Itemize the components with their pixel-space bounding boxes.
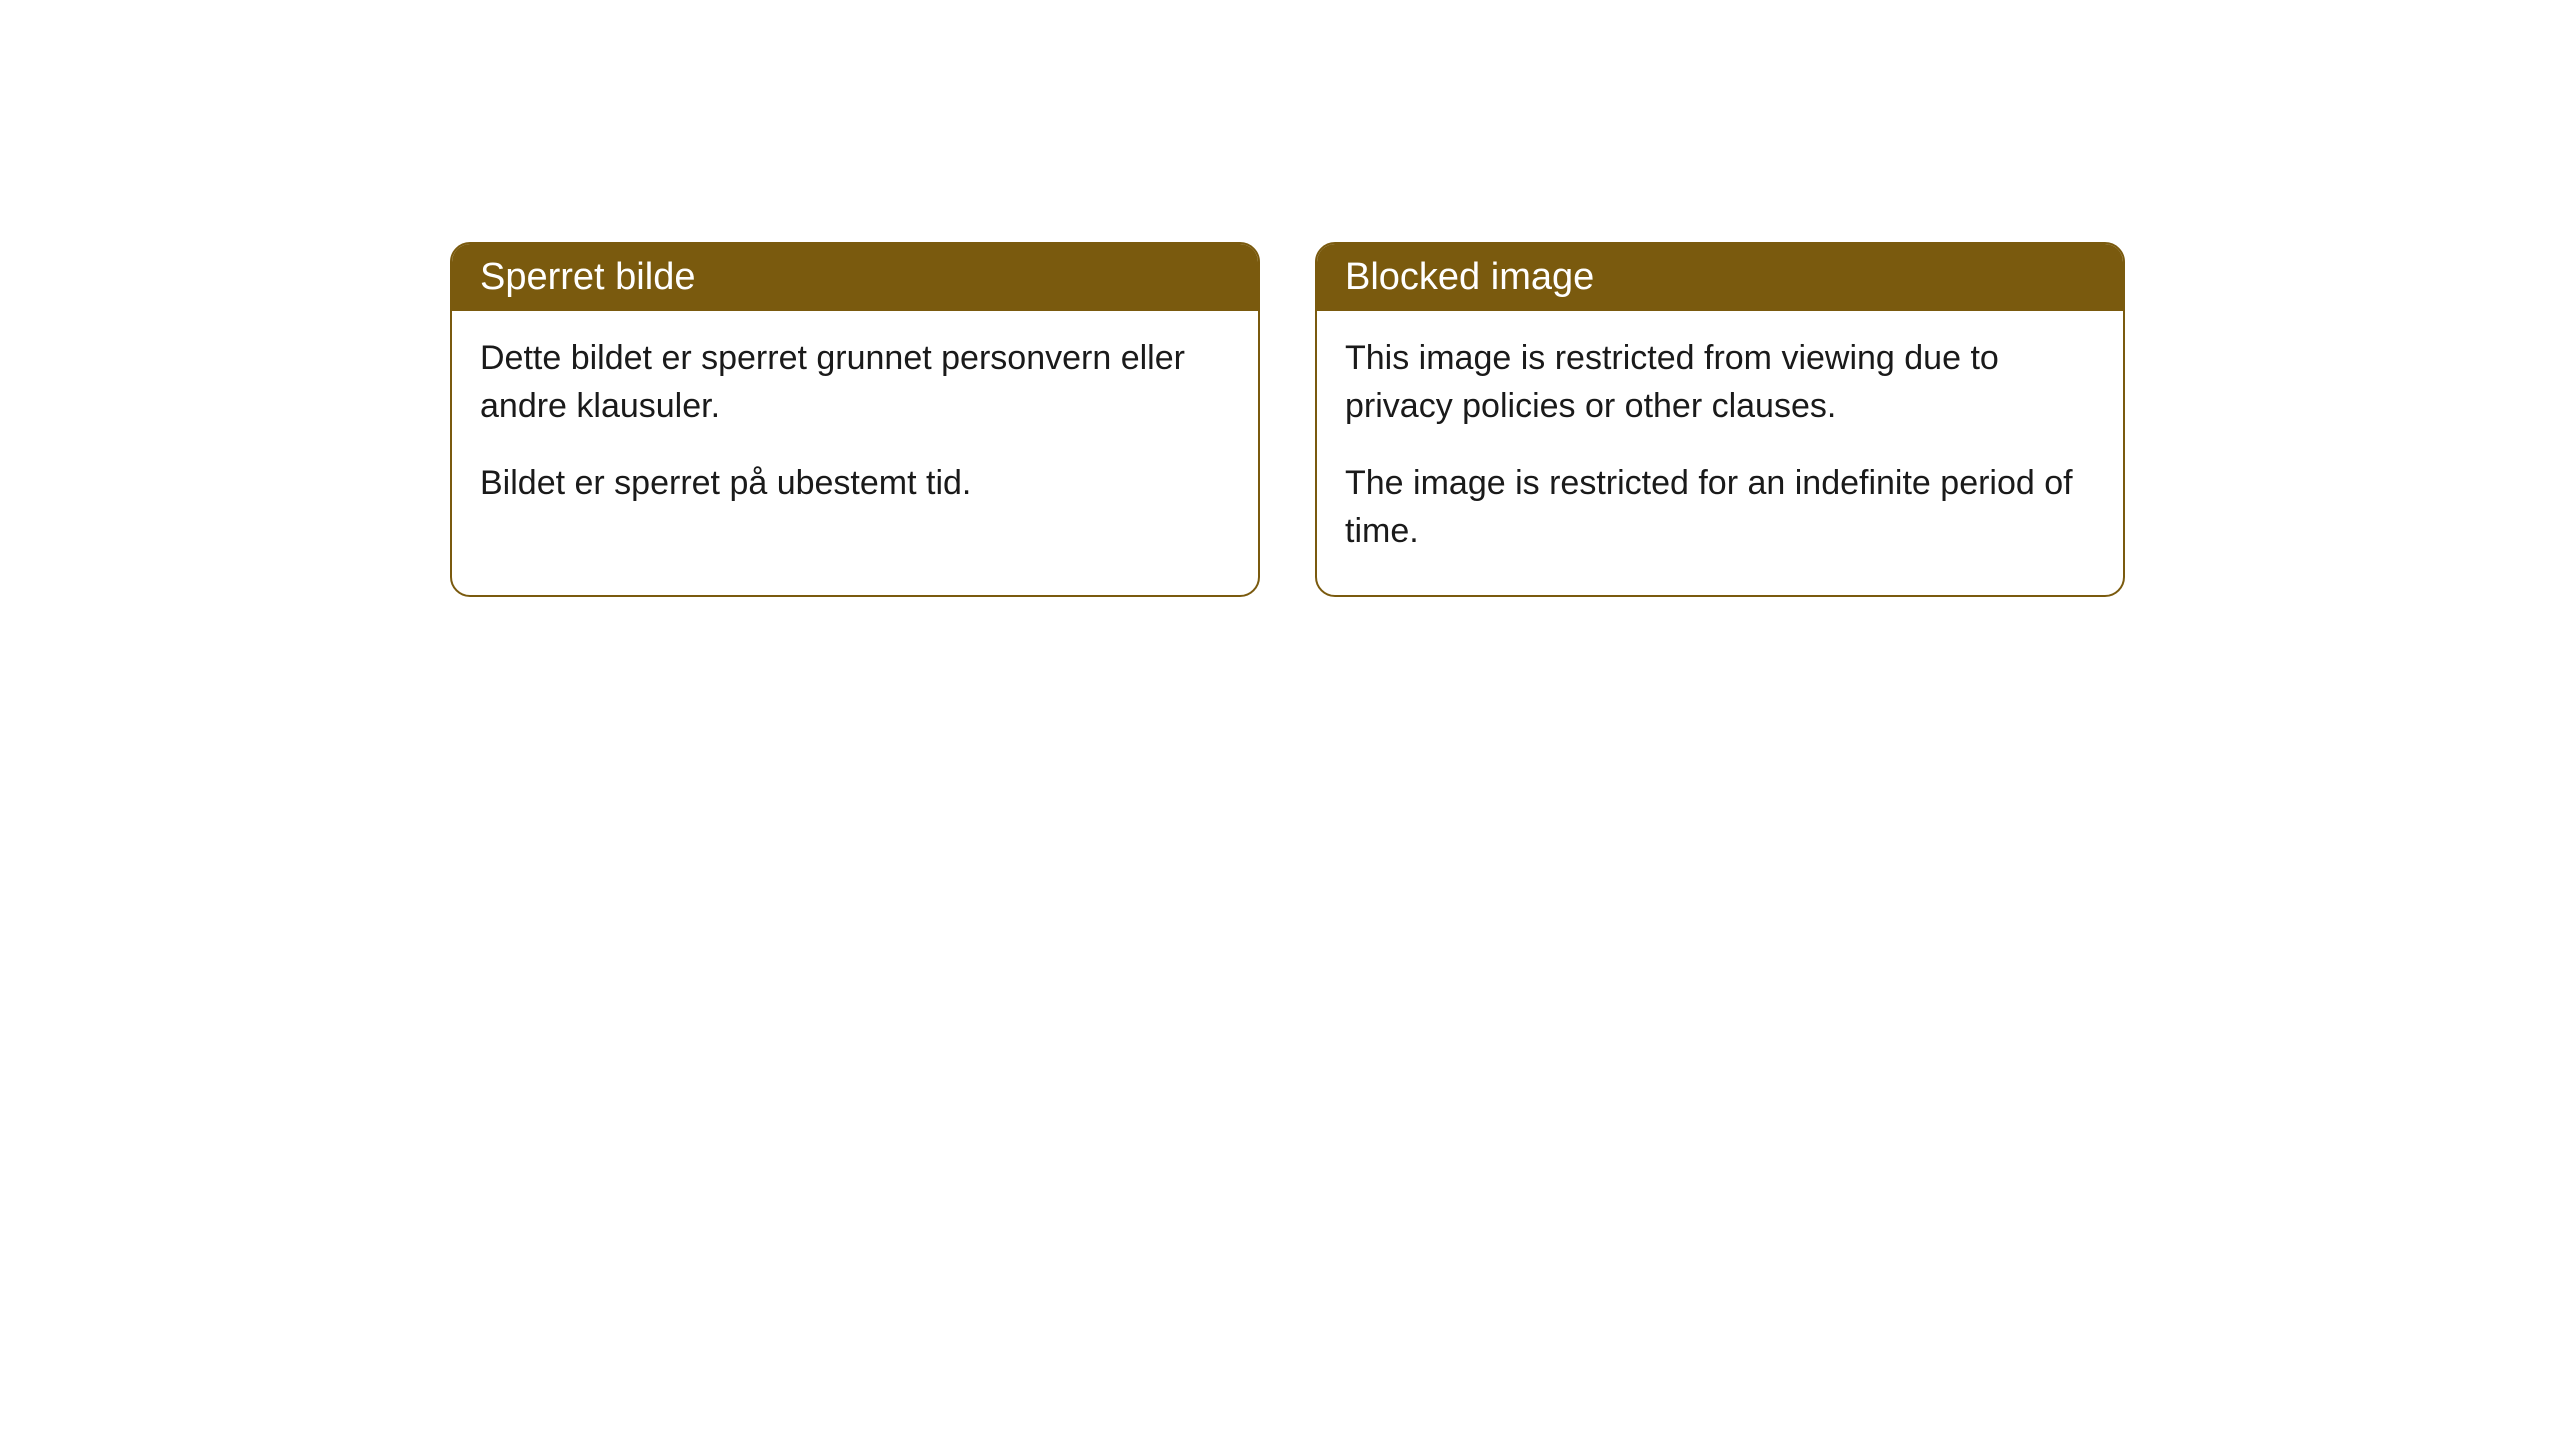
notice-paragraph-2-norwegian: Bildet er sperret på ubestemt tid. bbox=[480, 460, 1230, 508]
notice-card-english: Blocked image This image is restricted f… bbox=[1315, 242, 2125, 597]
notice-paragraph-1-norwegian: Dette bildet er sperret grunnet personve… bbox=[480, 335, 1230, 430]
notice-container: Sperret bilde Dette bildet er sperret gr… bbox=[450, 242, 2125, 597]
notice-card-norwegian: Sperret bilde Dette bildet er sperret gr… bbox=[450, 242, 1260, 597]
notice-paragraph-2-english: The image is restricted for an indefinit… bbox=[1345, 460, 2095, 555]
notice-header-english: Blocked image bbox=[1317, 244, 2123, 311]
notice-header-norwegian: Sperret bilde bbox=[452, 244, 1258, 311]
notice-title-english: Blocked image bbox=[1345, 256, 1594, 298]
notice-body-norwegian: Dette bildet er sperret grunnet personve… bbox=[452, 311, 1258, 548]
notice-body-english: This image is restricted from viewing du… bbox=[1317, 311, 2123, 595]
notice-paragraph-1-english: This image is restricted from viewing du… bbox=[1345, 335, 2095, 430]
notice-title-norwegian: Sperret bilde bbox=[480, 256, 695, 298]
